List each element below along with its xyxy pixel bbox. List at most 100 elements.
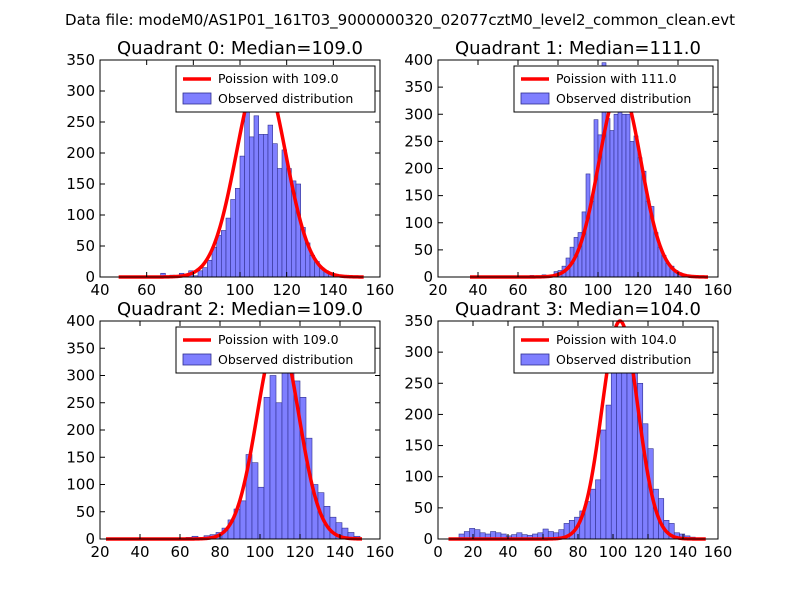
y-tick-label: 150	[404, 437, 433, 455]
histogram-bar	[593, 119, 599, 278]
histogram-bar	[295, 183, 301, 278]
legend-bar-label: Observed distribution	[556, 91, 691, 106]
y-tick-label: 50	[414, 241, 433, 259]
y-tick-label: 200	[66, 144, 95, 162]
histogram-bar	[277, 168, 283, 278]
x-tick-label: 20	[463, 543, 482, 561]
x-tick-label: 60	[508, 281, 527, 299]
y-tick-label: 250	[404, 132, 433, 150]
histogram-bar	[272, 143, 278, 278]
x-tick-label: 160	[366, 281, 395, 299]
x-tick-label: 20	[90, 543, 109, 561]
histogram-bar	[637, 157, 643, 278]
legend-bar-swatch	[182, 92, 212, 105]
y-tick-label: 350	[66, 339, 95, 357]
y-tick-label: 0	[85, 530, 95, 548]
x-tick-label: 80	[210, 543, 229, 561]
histogram-bar	[633, 135, 639, 278]
x-tick-label: 40	[498, 543, 517, 561]
x-tick-label: 40	[90, 281, 109, 299]
y-tick-label: 100	[66, 476, 95, 494]
legend: Poission with 109.0 Observed distribution	[175, 326, 376, 374]
y-tick-label: 50	[414, 499, 433, 517]
x-tick-label: 140	[319, 281, 348, 299]
histogram-bar	[197, 270, 203, 278]
legend-bar-label: Observed distribution	[218, 91, 353, 106]
histogram-bar	[207, 259, 213, 278]
y-tick-label: 350	[404, 78, 433, 96]
legend-line-label: Poission with 104.0	[556, 332, 677, 347]
quadrant-0-panel: 40 60 80 100 120 140 160 0 50 100 150 200 250 300 350 Q…	[66, 38, 394, 299]
y-tick-label: 200	[404, 405, 433, 423]
legend-bar-swatch	[520, 353, 550, 366]
y-tick-label: 150	[66, 448, 95, 466]
y-tick-label: 0	[423, 530, 433, 548]
x-tick-label: 140	[664, 281, 693, 299]
y-tick-label: 300	[404, 343, 433, 361]
histogram-bar	[221, 230, 227, 278]
x-tick-label: 120	[272, 281, 301, 299]
histogram-bar	[281, 372, 289, 540]
histogram-bar	[275, 402, 283, 540]
x-tick-label: 60	[533, 543, 552, 561]
y-tick-label: 300	[66, 367, 95, 385]
y-tick-label: 150	[66, 175, 95, 193]
legend: Poission with 109.0 Observed distribution	[175, 65, 376, 113]
histogram-bar	[595, 479, 602, 540]
x-tick-label: 40	[468, 281, 487, 299]
histogram-bar	[281, 149, 287, 278]
x-tick-label: 120	[286, 543, 315, 561]
x-tick-label: 140	[326, 543, 355, 561]
histogram-bar	[267, 124, 273, 278]
x-tick-label: 100	[226, 281, 255, 299]
x-tick-label: 140	[669, 543, 698, 561]
legend: Poission with 111.0 Observed distribution	[513, 65, 714, 113]
x-tick-label: 120	[634, 543, 663, 561]
x-tick-label: 80	[184, 281, 203, 299]
histogram-bar	[610, 367, 617, 540]
quadrant-title: Quadrant 0: Median=109.0	[117, 38, 363, 59]
y-tick-label: 300	[66, 82, 95, 100]
histogram-bar	[253, 115, 259, 278]
x-tick-label: 40	[130, 543, 149, 561]
histogram-bar	[239, 155, 245, 278]
legend: Poission with 104.0 Observed distribution	[513, 326, 714, 374]
histogram-bar	[249, 136, 255, 278]
y-tick-label: 200	[66, 421, 95, 439]
y-tick-label: 100	[404, 214, 433, 232]
quadrant-title: Quadrant 3: Median=104.0	[455, 299, 701, 320]
y-tick-label: 350	[66, 51, 95, 69]
histogram-bar	[230, 199, 236, 278]
histogram-bar	[621, 113, 627, 278]
y-tick-label: 0	[85, 268, 95, 286]
x-tick-label: 100	[584, 281, 613, 299]
y-tick-label: 250	[404, 374, 433, 392]
y-tick-label: 0	[423, 268, 433, 286]
quadrant-3-panel: 0 20 40 60 80 100 120 140 160 0 50 100 150 200 250 300 3…	[404, 299, 732, 561]
histogram-bar	[613, 113, 619, 278]
y-tick-label: 250	[66, 113, 95, 131]
y-tick-label: 50	[76, 503, 95, 521]
y-tick-label: 350	[404, 312, 433, 330]
y-tick-label: 400	[404, 51, 433, 69]
histogram-bar	[257, 486, 265, 540]
x-tick-label: 60	[170, 543, 189, 561]
legend-bar-label: Observed distribution	[556, 352, 691, 367]
x-tick-label: 80	[568, 543, 587, 561]
y-tick-label: 200	[404, 160, 433, 178]
y-tick-label: 400	[66, 312, 95, 330]
y-tick-label: 100	[66, 206, 95, 224]
histogram-bar	[263, 134, 269, 278]
histogram-bar	[605, 118, 611, 278]
x-tick-label: 160	[704, 543, 733, 561]
y-tick-label: 100	[404, 468, 433, 486]
legend-line-label: Poission with 109.0	[218, 332, 339, 347]
y-tick-label: 50	[76, 237, 95, 255]
quadrant-1-panel: 20 40 60 80 100 120 140 160 0 50 100 150 200 250 300 35…	[404, 38, 732, 299]
histogram-bar	[589, 488, 596, 540]
legend-bar-label: Observed distribution	[218, 352, 353, 367]
histogram-bar	[251, 462, 259, 540]
x-tick-label: 100	[599, 543, 628, 561]
legend-line-label: Poission with 111.0	[556, 71, 677, 86]
